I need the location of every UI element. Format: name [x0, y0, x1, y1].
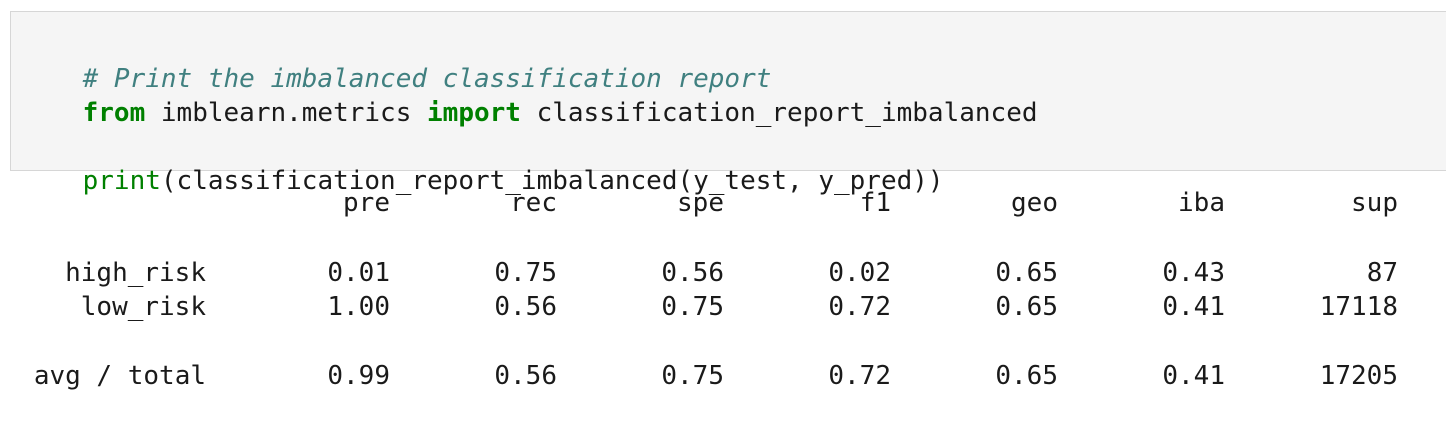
code-line-comment: # Print the imbalanced classification re…: [20, 28, 772, 94]
row-label-high-risk: high_risk: [65, 258, 206, 288]
row-label-low-risk: low_risk: [80, 292, 206, 322]
table-cell: 0.72: [828, 361, 891, 391]
table-cell: 0.65: [995, 292, 1058, 322]
table-cell: 0.41: [1162, 361, 1225, 391]
header-f1: f1: [859, 188, 891, 218]
row-label-avg-total: avg / total: [33, 361, 206, 391]
code-input-cell[interactable]: # Print the imbalanced classification re…: [10, 11, 1446, 196]
keyword-from: from: [82, 98, 146, 128]
table-cell: 87: [1366, 258, 1398, 288]
imported-name: classification_report_imbalanced: [520, 98, 1038, 128]
module-name: imblearn.metrics: [145, 98, 428, 128]
table-cell: 17118: [1319, 292, 1398, 322]
table-cell: 0.56: [661, 258, 724, 288]
print-args: (classification_report_imbalanced(y_test…: [160, 166, 944, 196]
table-cell: 1.00: [327, 292, 390, 322]
table-cell: 0.75: [661, 361, 724, 391]
code-line-print: print(classification_report_imbalanced(y…: [20, 130, 944, 196]
table-cell: 0.41: [1162, 292, 1225, 322]
table-cell: 0.56: [494, 292, 557, 322]
header-iba: iba: [1178, 188, 1225, 218]
table-cell: 0.65: [995, 258, 1058, 288]
table-cell: 0.75: [494, 258, 557, 288]
keyword-import: import: [427, 98, 521, 128]
table-cell: 0.65: [995, 361, 1058, 391]
table-cell: 0.75: [661, 292, 724, 322]
table-cell: 0.01: [327, 258, 390, 288]
table-cell: 0.72: [828, 292, 891, 322]
cell-output: pre rec spe f1 geo iba sup high_risk 0.0…: [20, 186, 1420, 406]
header-pre: pre: [343, 188, 390, 218]
code-comment: # Print the imbalanced classification re…: [82, 64, 772, 94]
table-cell: 0.99: [327, 361, 390, 391]
header-spe: spe: [677, 188, 724, 218]
table-cell: 17205: [1319, 361, 1398, 391]
header-sup: sup: [1351, 188, 1398, 218]
code-line-import: from imblearn.metrics import classificat…: [20, 62, 1038, 128]
header-rec: rec: [510, 188, 557, 218]
builtin-print: print: [82, 166, 161, 196]
header-geo: geo: [1011, 188, 1058, 218]
table-cell: 0.56: [494, 361, 557, 391]
table-cell: 0.43: [1162, 258, 1225, 288]
table-cell: 0.02: [828, 258, 891, 288]
